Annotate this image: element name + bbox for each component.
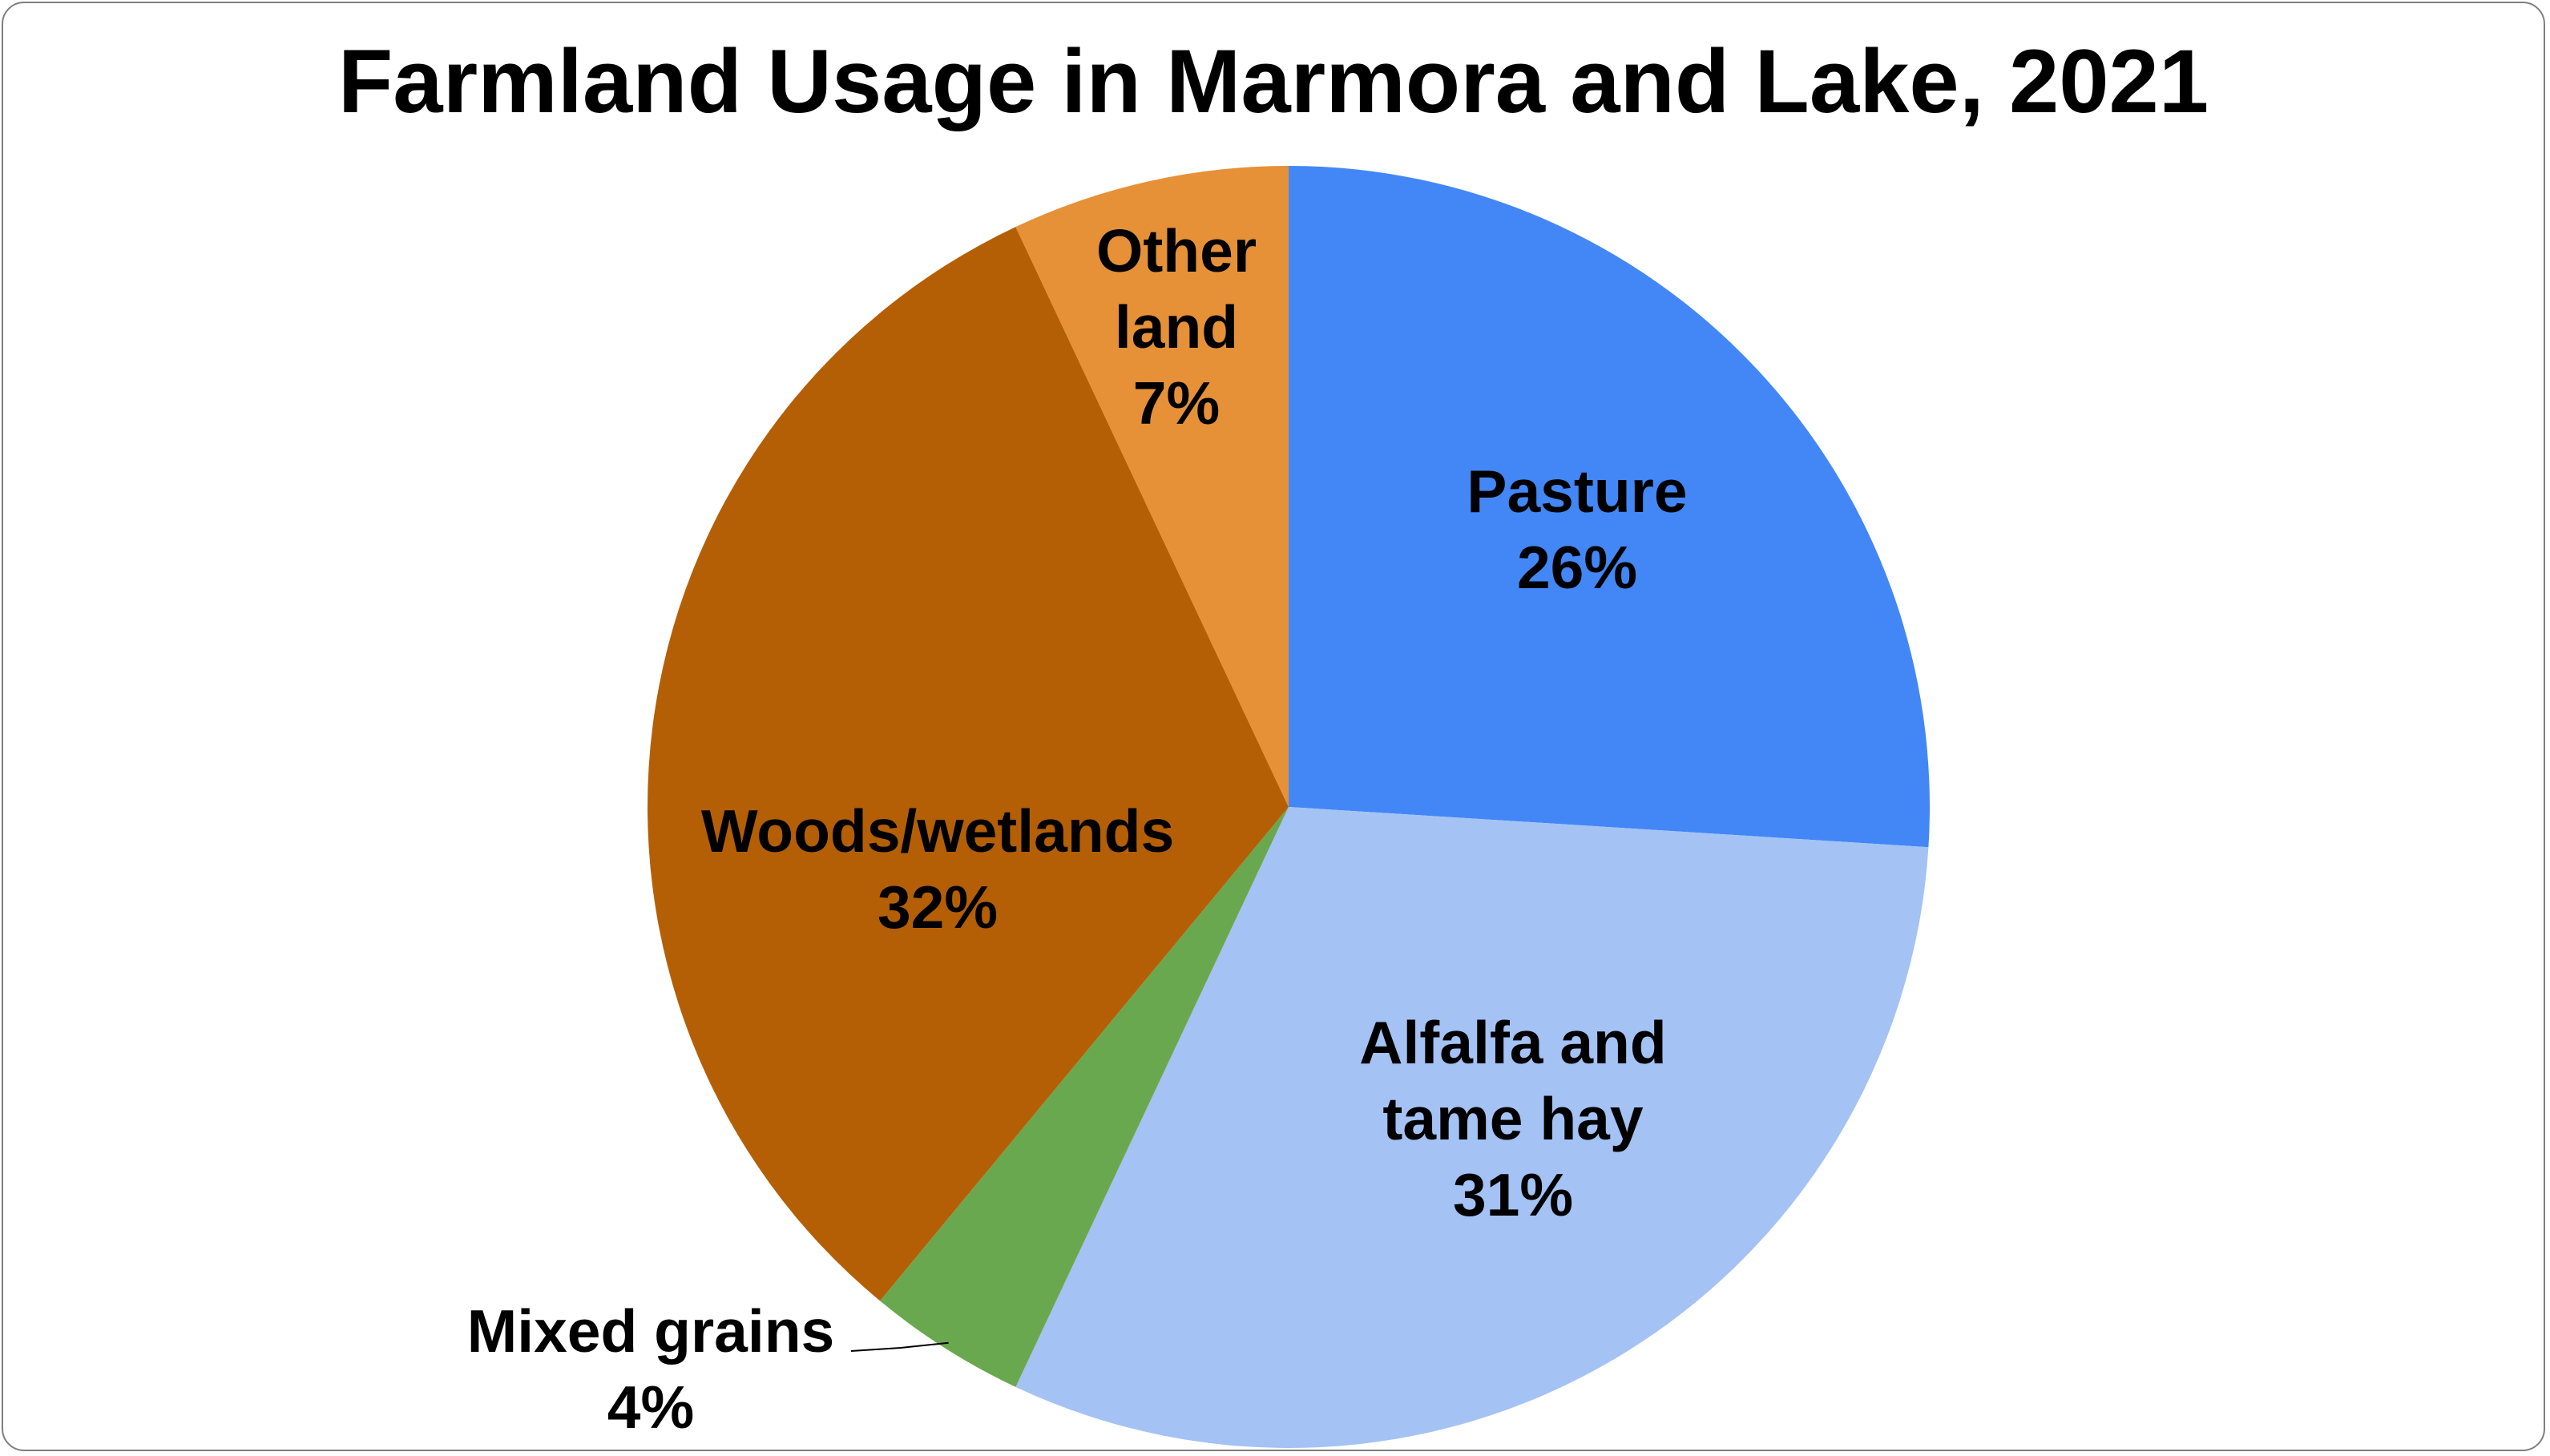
leader-line-mixed-grains [850,1341,949,1352]
pie-slice-mixed-grains [880,807,1289,1387]
pie-slice-alfalfa-and-tame-hay [1015,807,1929,1448]
pie-labels: Pasture 26% Alfalfa and tame hay 31% Mixed gr… [467,217,1688,1441]
pie-slice-woods-wetlands [647,227,1289,1301]
chart-title: Farmland Usage in Marmora and Lake, 2021 [337,31,2209,131]
slice-label-alfalfa-and-tame-hay: Alfalfa and tame hay 31% [1359,1009,1666,1228]
slice-label-mixed-grains: Mixed grains 4% [467,1297,834,1441]
pie-slice-pasture [1289,166,1930,848]
slice-label-pasture: Pasture 26% [1467,458,1687,601]
pie-slice-other-land [1015,166,1289,807]
slice-label-woods-wetlands: Woods/wetlands 32% [701,797,1174,941]
pie-chart: Pasture 26% Alfalfa and tame hay 31% Mixed gr… [467,166,1930,1448]
pie-slices [647,166,1930,1448]
slice-label-other-land: Other land 7% [1096,217,1257,437]
